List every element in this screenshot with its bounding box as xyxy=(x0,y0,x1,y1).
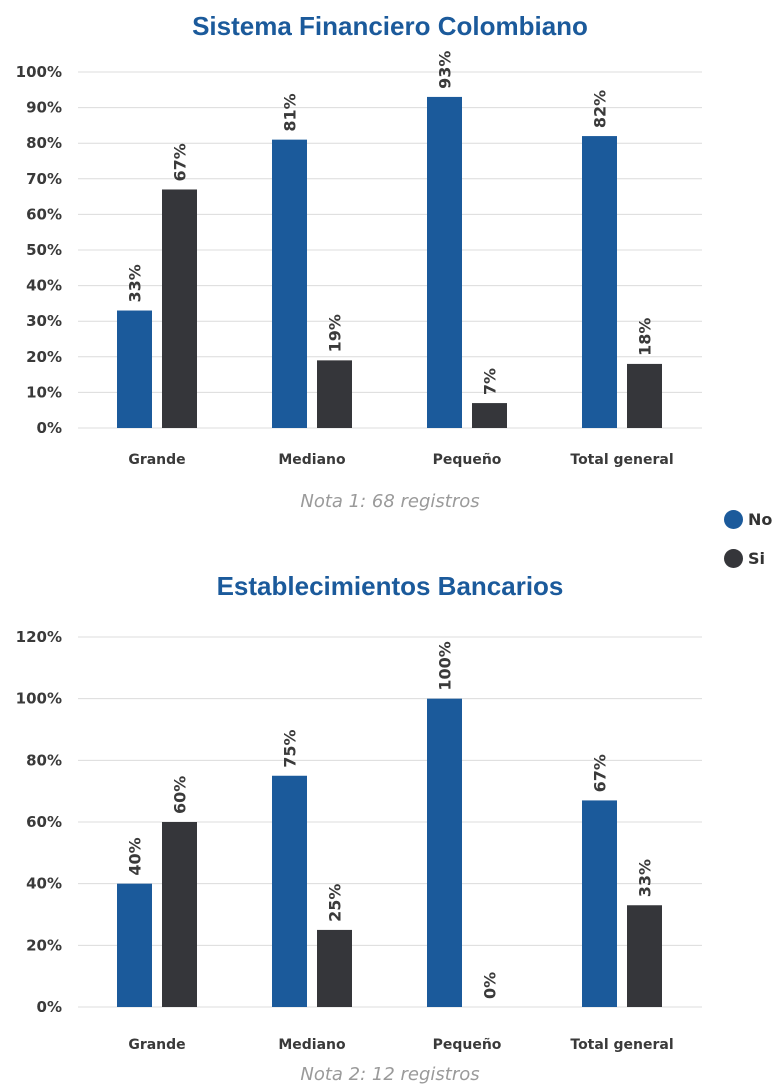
legend: No Si xyxy=(724,507,780,585)
chart-1-ytick-label: 50% xyxy=(26,241,62,259)
chart-1-category-label: Mediano xyxy=(278,452,346,468)
chart-2-category-label: Grande xyxy=(128,1037,185,1053)
chart-1-data-label: 93% xyxy=(436,51,455,89)
legend-item-si: Si xyxy=(724,546,780,570)
chart-2-category-label: Mediano xyxy=(278,1037,346,1053)
chart-1-ytick-label: 20% xyxy=(26,348,62,366)
chart-1-ytick-label: 100% xyxy=(16,63,62,81)
chart-establecimientos-bancarios: Establecimientos Bancarios 0% 20% 40% 60% 80%… xyxy=(16,571,702,1085)
legend-label-si: Si xyxy=(748,548,766,568)
chart-1-bar-si xyxy=(317,360,352,428)
chart-1-category-label: Total general xyxy=(570,452,673,468)
chart-1-data-label: 81% xyxy=(281,93,300,131)
chart-2-data-label: 40% xyxy=(126,837,145,875)
chart-2-bar-si xyxy=(162,822,197,1007)
chart-2-ytick-label: 40% xyxy=(26,875,62,893)
chart-1-bar-no xyxy=(117,310,152,428)
chart-2-bar-si xyxy=(627,905,662,1007)
chart-2-data-label: 100% xyxy=(436,641,455,690)
chart-1-title: Sistema Financiero Colombiano xyxy=(192,11,588,41)
chart-1-bar-no xyxy=(272,139,307,428)
legend-item-no: No xyxy=(724,507,780,531)
chart-2-category-label: Pequeño xyxy=(433,1037,502,1053)
chart-1-ytick-label: 30% xyxy=(26,312,62,330)
chart-1-ytick-label: 40% xyxy=(26,277,62,295)
chart-2-data-label: 0% xyxy=(481,972,500,999)
chart-2-ytick-label: 0% xyxy=(37,998,62,1016)
chart-1-data-label: 19% xyxy=(326,314,345,352)
chart-1-ytick-label: 70% xyxy=(26,170,62,188)
chart-2-ytick-label: 80% xyxy=(26,751,62,769)
chart-2-data-label: 25% xyxy=(326,884,345,922)
chart-1-bar-si xyxy=(162,189,197,428)
chart-2-category-label: Total general xyxy=(570,1037,673,1053)
chart-2-bar-no xyxy=(427,698,462,1007)
chart-1-category-label: Grande xyxy=(128,452,185,468)
chart-2-ytick-label: 120% xyxy=(16,628,62,646)
chart-2-title: Establecimientos Bancarios xyxy=(217,571,564,601)
chart-1-note: Nota 1: 68 registros xyxy=(300,491,479,512)
chart-2-bar-no xyxy=(272,775,307,1007)
chart-1-bar-si xyxy=(627,363,662,428)
chart-1-bar-si xyxy=(472,403,507,428)
chart-1-data-label: 7% xyxy=(481,368,500,395)
chart-1-ytick-label: 90% xyxy=(26,99,62,117)
chart-1-data-label: 82% xyxy=(591,90,610,128)
legend-swatch-no xyxy=(724,509,743,529)
chart-1-ytick-label: 60% xyxy=(26,205,62,223)
chart-2-data-label: 75% xyxy=(281,729,300,767)
chart-1-bar-no xyxy=(582,136,617,428)
chart-1-data-label: 18% xyxy=(636,318,655,356)
chart-1-data-label: 33% xyxy=(126,264,145,302)
chart-sistema-financiero: Sistema Financiero Colombiano 0% 10% 20% 30%… xyxy=(16,11,702,512)
chart-2-bar-si xyxy=(317,929,352,1007)
chart-1-category-label: Pequeño xyxy=(433,452,502,468)
legend-label-no: No xyxy=(748,509,773,529)
chart-1-bar-no xyxy=(427,96,462,429)
legend-swatch-si xyxy=(724,548,743,568)
chart-2-bar-no xyxy=(582,800,617,1007)
chart-2-ytick-label: 100% xyxy=(16,690,62,708)
chart-2-note: Nota 2: 12 registros xyxy=(300,1064,479,1085)
chart-2-ytick-label: 60% xyxy=(26,813,62,831)
chart-2-data-label: 67% xyxy=(591,754,610,792)
chart-2-data-label: 33% xyxy=(636,859,655,897)
chart-2-bar-no xyxy=(117,883,152,1007)
chart-2-data-label: 60% xyxy=(171,776,190,814)
chart-2-ytick-label: 20% xyxy=(26,936,62,954)
chart-1-data-label: 67% xyxy=(171,143,190,181)
chart-1-ytick-label: 80% xyxy=(26,134,62,152)
chart-1-ytick-label: 0% xyxy=(37,419,62,437)
chart-1-ytick-label: 10% xyxy=(26,383,62,401)
